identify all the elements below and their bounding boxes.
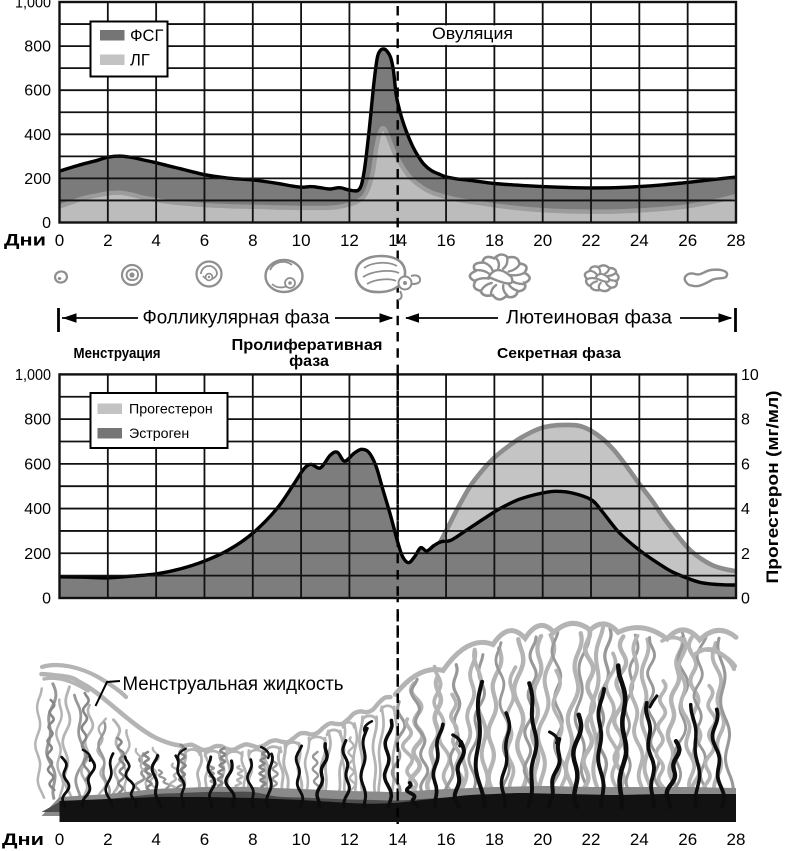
svg-text:400: 400 — [24, 127, 51, 144]
svg-text:26: 26 — [678, 231, 697, 250]
svg-text:Дни: Дни — [2, 830, 44, 849]
svg-text:22: 22 — [582, 830, 601, 849]
svg-text:Эстроген: Эстроген — [129, 426, 189, 442]
svg-text:6: 6 — [200, 830, 209, 849]
svg-text:0: 0 — [42, 591, 51, 608]
svg-text:Прогестерон (мг/мл): Прогестерон (мг/мл) — [763, 391, 782, 584]
svg-text:10: 10 — [292, 231, 311, 250]
svg-text:400: 400 — [24, 501, 51, 518]
svg-text:28: 28 — [727, 830, 746, 849]
svg-text:Менструация: Менструация — [74, 346, 161, 362]
svg-text:18: 18 — [485, 830, 504, 849]
svg-text:18: 18 — [485, 231, 504, 250]
svg-text:Прогестерон: Прогестерон — [129, 402, 213, 418]
svg-text:8: 8 — [248, 830, 257, 849]
svg-text:4: 4 — [741, 501, 750, 518]
svg-text:14: 14 — [388, 231, 407, 250]
svg-text:800: 800 — [24, 39, 51, 56]
svg-text:24: 24 — [630, 231, 649, 250]
svg-text:22: 22 — [582, 231, 601, 250]
svg-text:24: 24 — [630, 830, 649, 849]
svg-text:ФСГ: ФСГ — [130, 27, 163, 45]
svg-text:2: 2 — [741, 546, 750, 563]
svg-text:6: 6 — [200, 231, 209, 250]
svg-text:фаза: фаза — [289, 353, 329, 370]
svg-text:1,000: 1,000 — [15, 0, 51, 12]
svg-text:0: 0 — [741, 591, 750, 608]
svg-text:10: 10 — [741, 367, 759, 384]
svg-text:600: 600 — [24, 456, 51, 473]
svg-text:20: 20 — [533, 830, 552, 849]
svg-text:12: 12 — [340, 830, 359, 849]
svg-text:2: 2 — [103, 830, 112, 849]
svg-text:0: 0 — [55, 830, 64, 849]
svg-text:16: 16 — [437, 231, 456, 250]
svg-text:Фолликулярная фаза: Фолликулярная фаза — [143, 308, 330, 329]
svg-text:1,000: 1,000 — [15, 367, 51, 384]
svg-text:6: 6 — [741, 456, 750, 473]
svg-text:Секретная фаза: Секретная фаза — [497, 345, 622, 362]
svg-text:Дни: Дни — [4, 231, 46, 250]
svg-text:ЛГ: ЛГ — [130, 52, 150, 70]
svg-text:Менструальная жидкость: Менструальная жидкость — [123, 674, 344, 695]
svg-text:200: 200 — [24, 546, 51, 563]
svg-text:Лютеиновая фаза: Лютеиновая фаза — [506, 308, 672, 329]
svg-text:0: 0 — [42, 215, 51, 232]
svg-text:2: 2 — [103, 231, 112, 250]
svg-text:200: 200 — [24, 171, 51, 188]
svg-text:8: 8 — [248, 231, 257, 250]
svg-text:10: 10 — [292, 830, 311, 849]
svg-text:Овуляция: Овуляция — [432, 24, 513, 43]
svg-text:14: 14 — [388, 830, 407, 849]
svg-text:0: 0 — [55, 231, 64, 250]
svg-text:16: 16 — [437, 830, 456, 849]
svg-text:26: 26 — [678, 830, 697, 849]
svg-text:600: 600 — [24, 83, 51, 100]
svg-text:800: 800 — [24, 412, 51, 429]
svg-text:28: 28 — [727, 231, 746, 250]
svg-text:8: 8 — [741, 412, 750, 429]
svg-text:Пролиферативная: Пролиферативная — [232, 337, 383, 354]
svg-text:12: 12 — [340, 231, 359, 250]
svg-text:20: 20 — [533, 231, 552, 250]
svg-text:4: 4 — [151, 231, 160, 250]
svg-text:4: 4 — [151, 830, 160, 849]
